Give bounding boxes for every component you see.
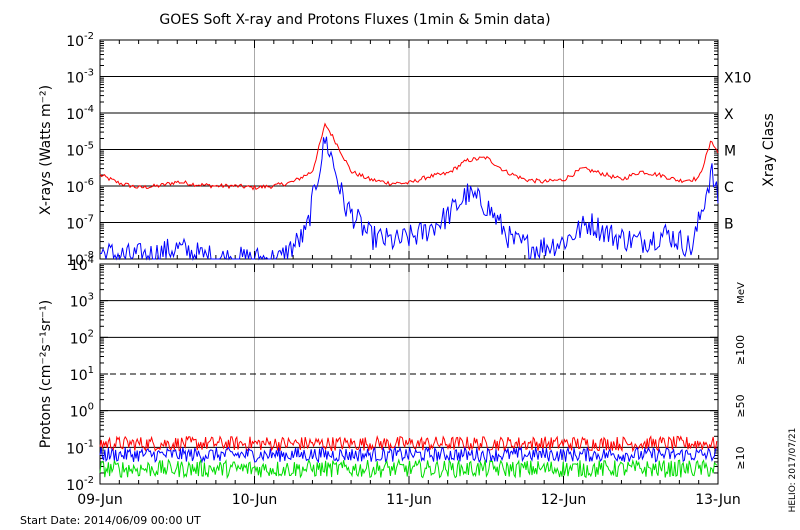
proton-panel: 10-2 10-1 100 101 102 103 104 ≥10 ≥50 ≥100 09-Jun 1… [66, 255, 747, 508]
xray-class-label: C [724, 180, 734, 196]
xray-class-label: X10 [724, 71, 751, 87]
proton-series-line [99, 434, 718, 453]
y-tick-label: 100 [70, 402, 94, 421]
x-tick-label: 11-Jun [386, 492, 432, 508]
xray-class-label: M [724, 144, 736, 160]
y-tick-label: 102 [70, 328, 94, 347]
xray-ylabel: X-rays (Watts m⁻²) [38, 85, 54, 215]
y-tick-label: 10-8 [66, 250, 94, 269]
y-tick-label: 10-2 [66, 475, 94, 494]
xray-class-label: X [724, 107, 734, 123]
xray-class-label: B [724, 217, 734, 233]
xray-panel: 10-8 10-7 10-6 10-5 10-4 10-3 10-2 B C M X X10 [66, 31, 751, 269]
x-tick-label: 10-Jun [232, 492, 278, 508]
y-tick-label: 10-2 [66, 31, 94, 50]
proton-legend-label: ≥10 [734, 446, 747, 469]
y-tick-label: 10-7 [66, 214, 94, 233]
proton-legend-label: ≥100 [734, 335, 747, 365]
xray-series-line [99, 136, 719, 261]
xray-series-line [99, 122, 719, 191]
y-tick-label: 101 [70, 365, 94, 384]
proton-legend-label: ≥50 [734, 394, 747, 417]
x-tick-label: 09-Jun [77, 492, 123, 508]
y-tick-label: 10-1 [66, 438, 94, 457]
proton-series-line [99, 458, 718, 480]
y-tick-label: 10-5 [66, 141, 94, 160]
start-date-label: Start Date: 2014/06/09 00:00 UT [20, 514, 201, 527]
proton-series-line [99, 445, 717, 464]
x-tick-label: 13-Jun [695, 492, 741, 508]
y-tick-label: 10-4 [66, 104, 94, 123]
chart-title: GOES Soft X-ray and Protons Fluxes (1min… [159, 12, 550, 28]
y-tick-label: 104 [70, 255, 94, 274]
x-tick-label: 12-Jun [541, 492, 587, 508]
proton-units-label: MeV [736, 282, 747, 304]
xray-class-axis-label: Xray Class [761, 113, 777, 187]
y-tick-label: 10-6 [66, 177, 94, 196]
credit-label: HELIO: 2017/07/21 [788, 428, 798, 513]
y-tick-label: 103 [70, 292, 94, 311]
y-tick-label: 10-3 [66, 68, 94, 87]
proton-ylabel: Protons (cm⁻²s⁻¹sr⁻¹) [38, 300, 54, 449]
